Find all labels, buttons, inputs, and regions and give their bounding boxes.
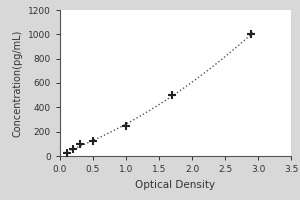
X-axis label: Optical Density: Optical Density xyxy=(135,180,216,190)
Y-axis label: Concentration(pg/mL): Concentration(pg/mL) xyxy=(12,29,22,137)
